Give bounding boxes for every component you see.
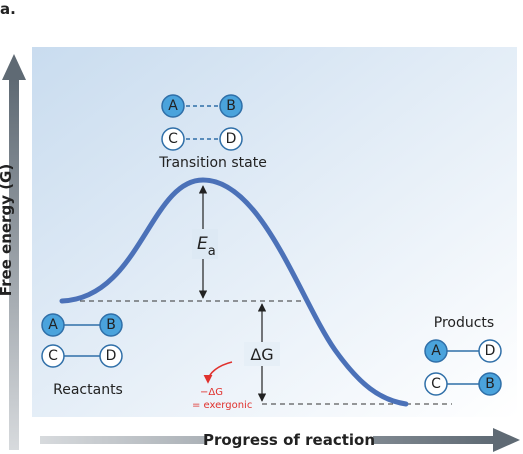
atom-label: B	[226, 98, 236, 114]
x-axis-label: Progress of reaction	[203, 431, 375, 449]
y-axis-label: Free energy (G)	[0, 164, 15, 296]
atom-node	[478, 372, 502, 396]
product-molecule: A D C B	[424, 339, 502, 396]
atom-label: D	[485, 343, 496, 359]
atom-node	[99, 313, 123, 337]
atom-node	[161, 127, 185, 151]
activation-energy-label: Ea	[197, 234, 216, 259]
products-label: Products	[434, 315, 494, 331]
reactants-label: Reactants	[53, 382, 123, 398]
atom-label: D	[106, 348, 117, 364]
atom-label: C	[48, 348, 58, 364]
atom-label: A	[48, 317, 58, 333]
atom-node	[478, 339, 502, 363]
reactant-molecule: A B C D	[41, 313, 123, 368]
atom-label: A	[431, 343, 441, 359]
atom-label: A	[168, 98, 178, 114]
energy-curve	[59, 177, 409, 407]
atom-label: C	[431, 376, 441, 392]
atom-node	[424, 372, 448, 396]
atom-label: B	[106, 317, 116, 333]
atom-node	[161, 94, 185, 118]
y-axis-arrow	[2, 54, 26, 450]
x-axis-arrow	[40, 428, 520, 452]
transition-state-label: Transition state	[158, 155, 267, 171]
atom-label: B	[485, 376, 495, 392]
atom-label: D	[226, 131, 237, 147]
panel-label: a.	[0, 0, 16, 18]
atom-label: C	[168, 131, 178, 147]
atom-node	[219, 94, 243, 118]
annotation-line-2: = exergonic	[192, 400, 252, 411]
atom-node	[424, 339, 448, 363]
transition-state-molecule: A B C D	[161, 94, 243, 151]
atom-node	[99, 344, 123, 368]
atom-node	[219, 127, 243, 151]
delta-g-label: ΔG	[250, 345, 273, 364]
atom-node	[41, 344, 65, 368]
annotation-arrow	[203, 361, 233, 384]
annotation-line-1: −ΔG	[200, 387, 223, 398]
atom-node	[41, 313, 65, 337]
